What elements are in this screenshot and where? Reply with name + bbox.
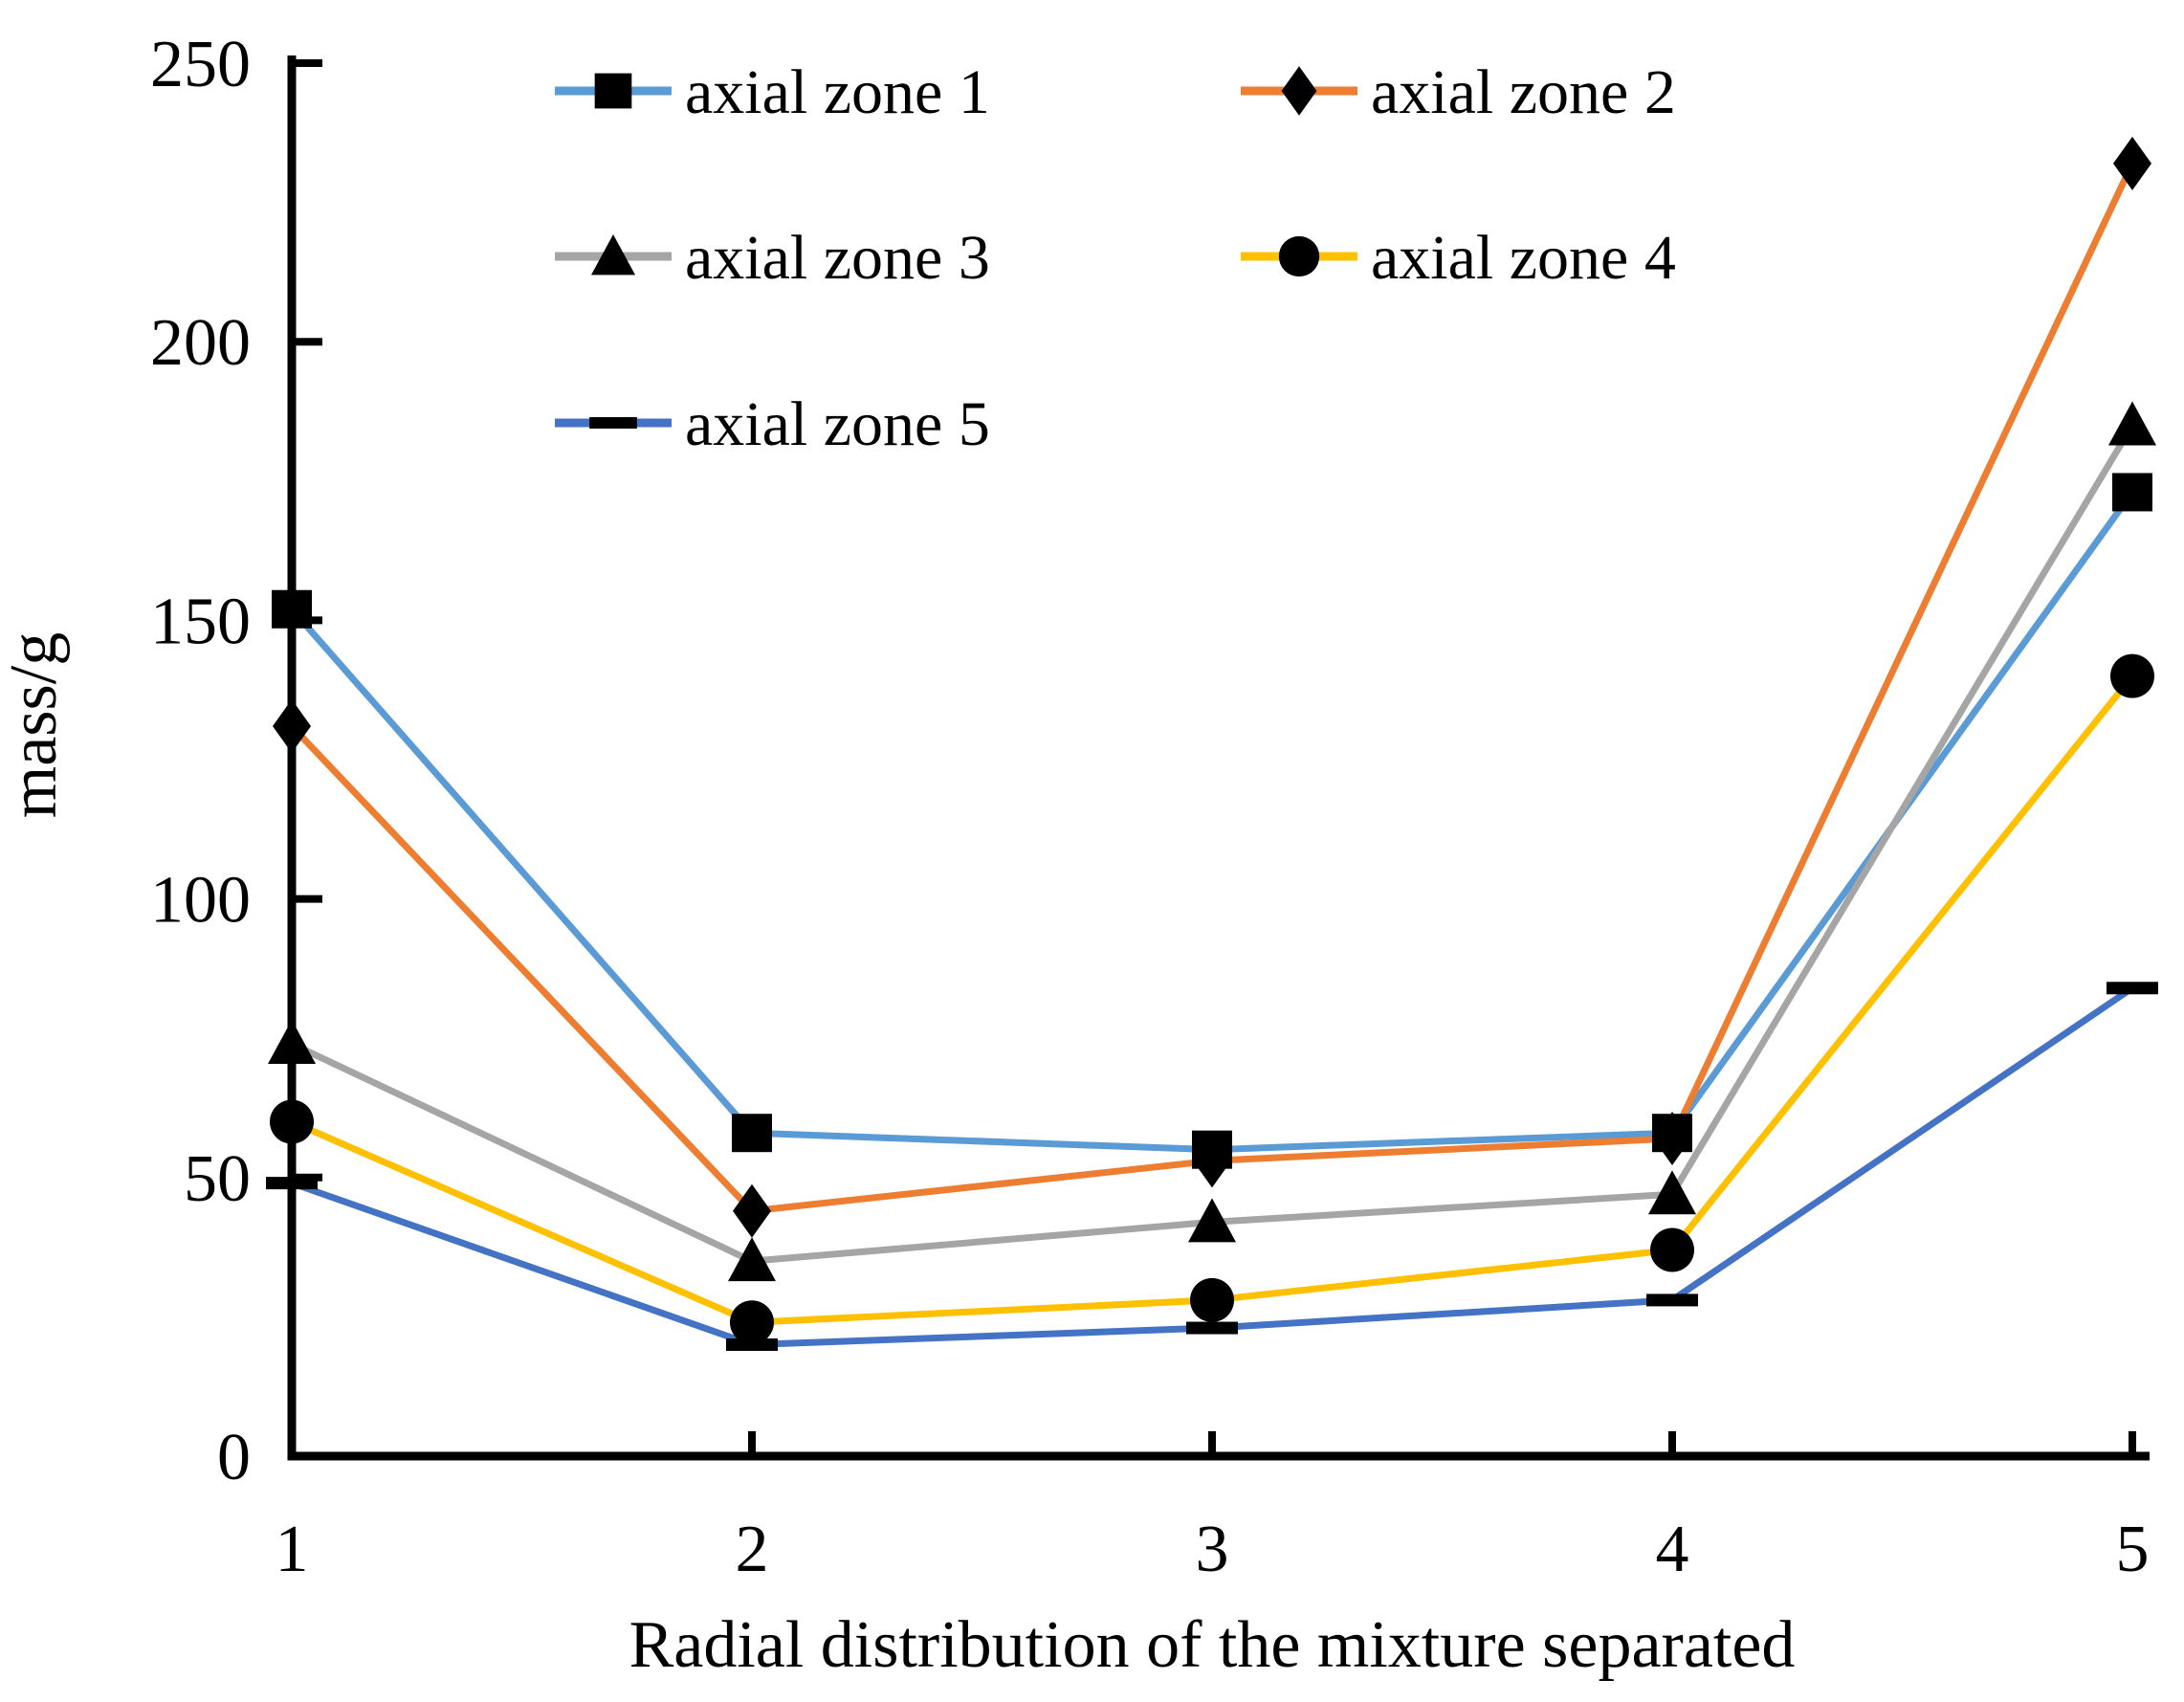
diamond-marker — [273, 699, 311, 754]
y-tick-label: 150 — [150, 585, 251, 658]
triangle-marker — [2108, 401, 2156, 446]
legend-label: axial zone 3 — [685, 223, 990, 293]
square-marker — [272, 589, 312, 629]
dash-marker — [1186, 1321, 1238, 1335]
x-tick-label: 5 — [2116, 1513, 2150, 1586]
dash-marker — [726, 1338, 778, 1352]
dash-marker — [2107, 982, 2158, 995]
triangle-marker — [268, 1020, 316, 1065]
legend-item: axial zone 4 — [1241, 223, 1676, 293]
legend: axial zone 1 axial zone 2 axial zone 3 axia… — [555, 57, 1676, 459]
axes: 0 50 100 150 200 250 1 2 3 4 5 — [150, 28, 2150, 1586]
square-marker — [594, 73, 632, 109]
y-tick-label: 100 — [150, 864, 251, 938]
diamond-marker — [733, 1183, 771, 1238]
series-line — [288, 488, 2136, 1154]
circle-marker — [1190, 1277, 1234, 1322]
circle-marker — [270, 1099, 314, 1144]
triangle-marker — [591, 234, 635, 276]
series-markers — [266, 136, 2158, 1352]
triangle-marker — [1648, 1170, 1696, 1215]
x-tick-label: 4 — [1656, 1513, 1689, 1586]
y-tick-label: 250 — [150, 28, 251, 101]
legend-item: axial zone 2 — [1241, 57, 1676, 127]
circle-marker — [2110, 653, 2154, 698]
x-axis-title: Radial distribution of the mixture separ… — [629, 1608, 1796, 1682]
triangle-marker — [728, 1237, 776, 1282]
circle-marker — [730, 1300, 774, 1345]
legend-label: axial zone 1 — [685, 57, 990, 127]
legend-item: axial zone 5 — [555, 389, 990, 459]
circle-marker — [1650, 1227, 1694, 1272]
dash-marker — [266, 1177, 318, 1190]
diamond-marker — [2113, 136, 2151, 190]
y-tick-label: 0 — [217, 1421, 251, 1494]
y-tick-label: 200 — [150, 306, 251, 380]
series-line — [288, 160, 2136, 1215]
legend-label: axial zone 5 — [685, 389, 990, 459]
y-tick-label: 50 — [184, 1142, 251, 1216]
diamond-marker — [1281, 66, 1317, 116]
legend-label: axial zone 4 — [1371, 223, 1676, 293]
legend-item: axial zone 1 — [555, 57, 990, 127]
square-marker — [1652, 1114, 1692, 1153]
square-marker — [1192, 1130, 1232, 1169]
dash-marker — [589, 417, 637, 429]
circle-marker — [1278, 235, 1320, 277]
dash-marker — [1646, 1293, 1698, 1307]
square-marker — [732, 1114, 772, 1153]
x-tick-label: 2 — [736, 1513, 769, 1586]
triangle-marker — [1188, 1198, 1236, 1243]
square-marker — [2112, 473, 2152, 512]
x-tick-label: 1 — [276, 1513, 309, 1586]
x-tick-label: 3 — [1196, 1513, 1229, 1586]
legend-item: axial zone 3 — [555, 223, 990, 293]
y-axis-title: mass/g — [0, 632, 71, 818]
legend-label: axial zone 2 — [1371, 57, 1676, 127]
